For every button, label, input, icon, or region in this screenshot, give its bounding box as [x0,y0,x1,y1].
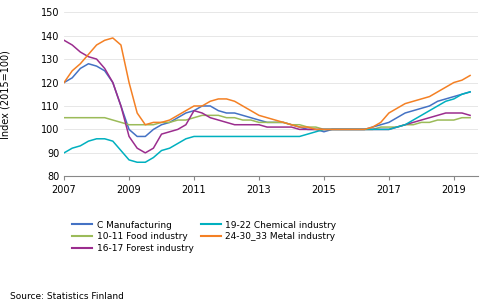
Text: Source: Statistics Finland: Source: Statistics Finland [10,292,124,301]
Y-axis label: Index (2015=100): Index (2015=100) [0,50,10,139]
Legend: C Manufacturing, 10-11 Food industry, 16-17 Forest industry, 19-22 Chemical indu: C Manufacturing, 10-11 Food industry, 16… [69,217,340,257]
